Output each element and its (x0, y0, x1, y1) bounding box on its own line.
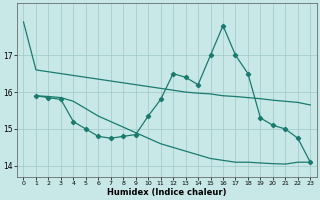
X-axis label: Humidex (Indice chaleur): Humidex (Indice chaleur) (107, 188, 227, 197)
